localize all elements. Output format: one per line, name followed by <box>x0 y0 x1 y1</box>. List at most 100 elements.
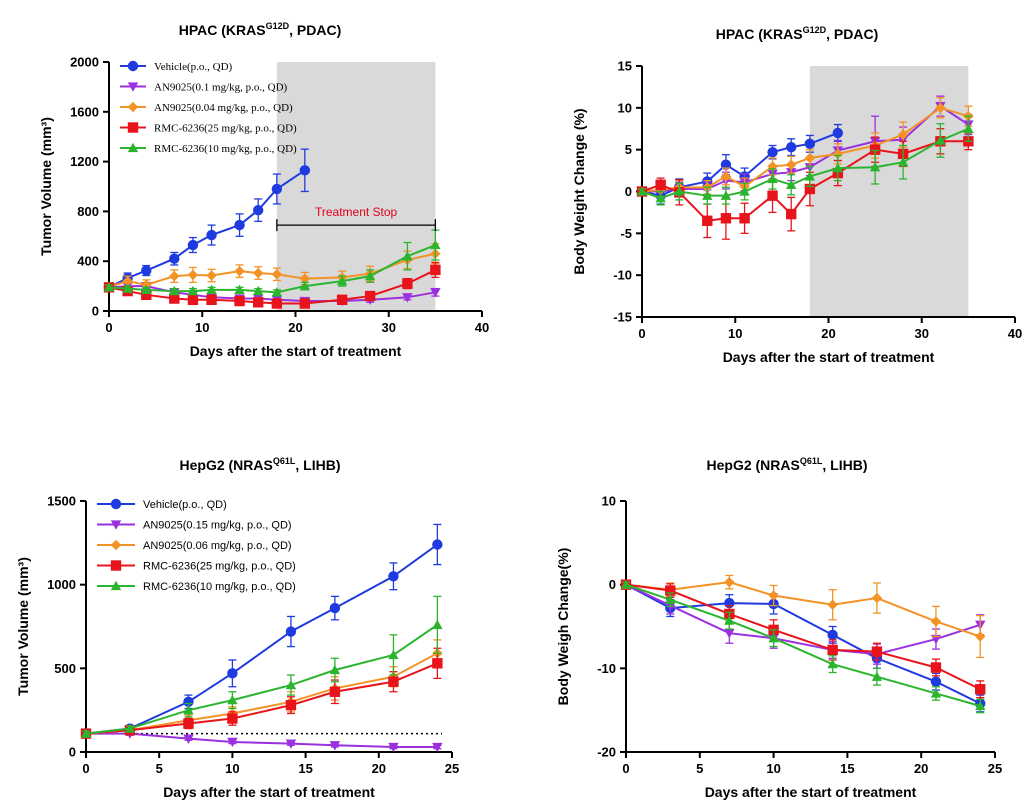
data-point <box>804 171 816 181</box>
data-point <box>930 662 942 673</box>
data-point <box>206 229 217 241</box>
y-tick-label: 800 <box>77 204 99 219</box>
data-point <box>827 629 838 641</box>
data-point <box>364 290 376 302</box>
chart-hpac-body-weight: HPAC (KRASG12D, PDAC) 0 10 20 30 40 -15 -10 -5 0 5… <box>571 25 1022 365</box>
x-tick-label: 30 <box>382 320 396 335</box>
data-point <box>271 287 283 297</box>
x-tick-label: 0 <box>638 326 645 341</box>
series-1 <box>80 523 443 739</box>
data-point <box>141 284 152 294</box>
y-tick-label: 400 <box>77 254 99 269</box>
y-tick-label: 0 <box>69 745 76 760</box>
data-point <box>253 285 264 296</box>
legend-label: Vehicle(p.o., QD) <box>154 61 233 73</box>
data-point <box>141 289 152 301</box>
data-point <box>724 629 735 639</box>
legend-label: RMC-6236(10 mg/kg, p.o., QD) <box>143 581 296 593</box>
data-point <box>767 173 778 184</box>
data-point <box>388 742 399 753</box>
data-point <box>897 157 909 167</box>
x-tick-label: 30 <box>915 326 929 341</box>
data-point <box>767 190 778 201</box>
axes: 0 5 10 15 20 25 -20 -10 0 10 <box>597 494 1002 777</box>
data-point <box>187 294 199 305</box>
legend-marker <box>127 142 139 153</box>
data-point <box>975 631 986 642</box>
data-point <box>636 186 648 196</box>
data-point <box>299 280 311 291</box>
data-point <box>299 165 311 176</box>
data-point <box>206 294 217 305</box>
data-point <box>169 270 180 282</box>
legend-label: AN9025(0.1 mg/kg, p.o., QD) <box>154 82 288 94</box>
x-tick-label: 5 <box>156 761 163 776</box>
data-point <box>402 251 413 261</box>
data-point <box>827 658 838 669</box>
data-point <box>388 571 399 582</box>
series-line <box>85 624 438 735</box>
data-point <box>786 141 797 153</box>
data-point <box>271 298 283 309</box>
data-point <box>430 239 441 250</box>
data-point <box>103 282 115 292</box>
x-axis-label: Days after the start of treatment <box>190 343 402 359</box>
y-tick-label: -15 <box>613 310 632 325</box>
data-point <box>804 138 816 150</box>
data-point <box>655 179 666 191</box>
series-line <box>85 662 438 735</box>
series-5 <box>636 115 974 206</box>
legend-marker <box>127 60 139 72</box>
axes: 0 10 20 30 40 -15 -10 -5 0 5 10 15 <box>613 59 1022 342</box>
chart-title: HPAC (KRASG12D, PDAC) <box>716 25 879 42</box>
series-line <box>641 127 969 200</box>
data-point <box>285 699 297 711</box>
data-point <box>183 704 194 715</box>
y-axis-label: Tumor Volume (mm³) <box>15 557 31 696</box>
x-tick-label: 25 <box>988 761 1002 776</box>
data-point <box>739 186 750 196</box>
data-point <box>655 192 666 203</box>
data-point <box>935 102 946 114</box>
x-tick-label: 10 <box>728 326 742 341</box>
data-point <box>285 626 297 637</box>
data-point <box>767 146 778 158</box>
y-tick-label: -10 <box>613 268 632 283</box>
legend-label: AN9025(0.06 mg/kg, p.o., QD) <box>143 540 292 552</box>
y-tick-label: 1200 <box>70 154 99 169</box>
data-point <box>432 742 443 753</box>
data-point <box>388 676 399 687</box>
legend-marker <box>127 122 139 133</box>
x-tick-label: 15 <box>840 761 854 776</box>
data-point <box>975 684 986 695</box>
series-line <box>108 244 436 294</box>
series-5 <box>80 595 443 738</box>
data-point <box>285 679 297 690</box>
legend-label: RMC-6236(10 mg/kg, p.o., QD) <box>154 143 297 155</box>
x-axis-label: Days after the start of treatment <box>705 784 917 800</box>
data-point <box>253 204 264 216</box>
data-point <box>227 713 238 724</box>
data-point <box>720 159 732 170</box>
data-point <box>832 127 844 139</box>
data-point <box>336 294 348 305</box>
data-point <box>183 718 194 729</box>
y-tick-label: -5 <box>620 226 632 241</box>
x-tick-label: 0 <box>105 320 112 335</box>
series-5 <box>620 579 986 714</box>
data-point <box>665 585 676 596</box>
data-point <box>432 658 443 669</box>
data-point <box>122 283 133 293</box>
data-point <box>124 723 136 733</box>
x-tick-label: 5 <box>696 761 703 776</box>
data-point <box>364 270 376 281</box>
data-point <box>430 288 441 298</box>
legend-marker <box>127 101 139 113</box>
series-line <box>641 132 839 197</box>
data-point <box>432 619 443 629</box>
y-tick-label: -20 <box>597 745 616 760</box>
x-tick-label: 20 <box>372 761 386 776</box>
legend-marker <box>110 520 122 530</box>
data-point <box>285 739 297 749</box>
